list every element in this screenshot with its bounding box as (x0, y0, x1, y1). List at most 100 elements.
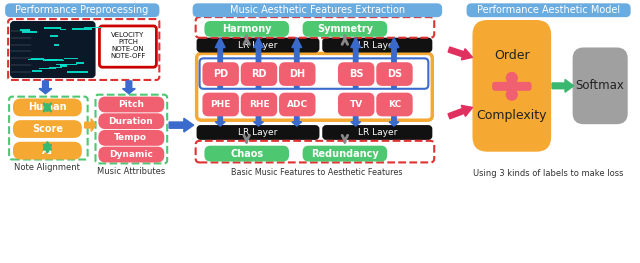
FancyBboxPatch shape (378, 63, 412, 85)
Bar (76, 62, 84, 64)
FancyBboxPatch shape (303, 147, 386, 160)
FancyBboxPatch shape (339, 94, 373, 115)
FancyBboxPatch shape (573, 49, 627, 123)
Circle shape (506, 73, 517, 83)
FancyBboxPatch shape (99, 114, 163, 128)
Text: Human: Human (28, 103, 67, 113)
FancyBboxPatch shape (99, 98, 163, 111)
Polygon shape (552, 79, 573, 92)
Polygon shape (215, 38, 225, 89)
Text: Softmax: Softmax (576, 79, 625, 92)
Text: Duration: Duration (108, 117, 153, 126)
Text: Performance Aesthetic Model: Performance Aesthetic Model (477, 5, 620, 15)
FancyBboxPatch shape (198, 126, 318, 139)
Bar (64, 58, 77, 59)
FancyBboxPatch shape (242, 63, 276, 85)
Polygon shape (84, 119, 95, 132)
Text: BS: BS (349, 69, 364, 79)
Bar (50, 35, 58, 37)
Text: LR Layer: LR Layer (238, 128, 277, 137)
Bar (67, 71, 88, 73)
Text: Order: Order (494, 49, 530, 62)
Text: Basic Music Features to Aesthetic Features: Basic Music Features to Aesthetic Featur… (230, 168, 402, 177)
Polygon shape (253, 115, 264, 126)
FancyBboxPatch shape (99, 131, 163, 145)
FancyBboxPatch shape (323, 39, 431, 52)
FancyBboxPatch shape (198, 39, 318, 52)
Text: KC: KC (388, 100, 401, 109)
Bar (60, 64, 67, 66)
Polygon shape (292, 38, 301, 89)
Text: LR Layer: LR Layer (358, 41, 397, 50)
Text: Music Attributes: Music Attributes (97, 167, 165, 176)
FancyBboxPatch shape (99, 26, 156, 67)
Polygon shape (122, 81, 135, 94)
Polygon shape (169, 118, 194, 132)
Bar (45, 59, 64, 61)
Text: DH: DH (289, 69, 305, 79)
FancyBboxPatch shape (468, 4, 630, 16)
FancyBboxPatch shape (99, 148, 163, 161)
Bar (56, 64, 77, 65)
Text: AI: AI (42, 146, 53, 156)
Polygon shape (389, 38, 399, 89)
Text: Music Aesthetic Features Extraction: Music Aesthetic Features Extraction (230, 5, 405, 15)
Text: Tempo: Tempo (115, 133, 147, 142)
Text: Harmony: Harmony (222, 24, 271, 34)
Text: Dynamic: Dynamic (109, 150, 153, 159)
Bar (54, 44, 60, 46)
Bar (44, 28, 61, 29)
FancyBboxPatch shape (14, 121, 81, 137)
FancyBboxPatch shape (14, 143, 81, 159)
FancyBboxPatch shape (205, 22, 288, 36)
Text: Complexity: Complexity (477, 109, 547, 122)
Bar (48, 59, 63, 60)
Bar (43, 59, 57, 61)
Bar (72, 28, 92, 30)
FancyBboxPatch shape (280, 63, 314, 85)
FancyBboxPatch shape (474, 21, 550, 151)
FancyBboxPatch shape (339, 63, 373, 85)
Polygon shape (351, 115, 360, 126)
FancyBboxPatch shape (493, 83, 531, 90)
Polygon shape (448, 105, 472, 119)
Text: Redundancy: Redundancy (311, 149, 379, 159)
FancyBboxPatch shape (204, 94, 238, 115)
Text: Performance Preprocessing: Performance Preprocessing (15, 5, 148, 15)
Polygon shape (351, 38, 360, 89)
Text: Pitch: Pitch (118, 100, 144, 109)
Text: Chaos: Chaos (230, 149, 263, 159)
Bar (84, 27, 102, 28)
Text: VELOCITY
PITCH
NOTE-ON
NOTE-OFF: VELOCITY PITCH NOTE-ON NOTE-OFF (110, 32, 145, 59)
Text: TV: TV (349, 100, 363, 109)
Text: ADC: ADC (287, 100, 308, 109)
Text: Note Alignment: Note Alignment (15, 163, 81, 172)
Polygon shape (448, 47, 472, 60)
FancyBboxPatch shape (204, 63, 238, 85)
Text: PD: PD (213, 69, 228, 79)
FancyBboxPatch shape (323, 126, 431, 139)
Polygon shape (215, 115, 225, 126)
FancyBboxPatch shape (6, 4, 158, 16)
Text: PHE: PHE (211, 100, 231, 109)
Bar (49, 67, 62, 68)
FancyBboxPatch shape (378, 94, 412, 115)
FancyBboxPatch shape (205, 147, 288, 160)
Text: LR Layer: LR Layer (358, 128, 397, 137)
Bar (39, 68, 56, 69)
Bar (22, 32, 37, 33)
FancyBboxPatch shape (14, 100, 81, 115)
Text: Using 3 kinds of labels to make loss: Using 3 kinds of labels to make loss (473, 169, 623, 178)
Text: DS: DS (387, 69, 402, 79)
Text: Symmetry: Symmetry (317, 24, 373, 34)
Bar (31, 70, 42, 72)
Bar (60, 65, 67, 67)
Text: RD: RD (252, 69, 267, 79)
Text: LR Layer: LR Layer (238, 41, 277, 50)
Text: RHE: RHE (249, 100, 269, 109)
Polygon shape (253, 38, 264, 89)
FancyBboxPatch shape (194, 4, 441, 16)
FancyBboxPatch shape (303, 22, 386, 36)
Bar (20, 29, 29, 31)
Polygon shape (39, 81, 52, 94)
